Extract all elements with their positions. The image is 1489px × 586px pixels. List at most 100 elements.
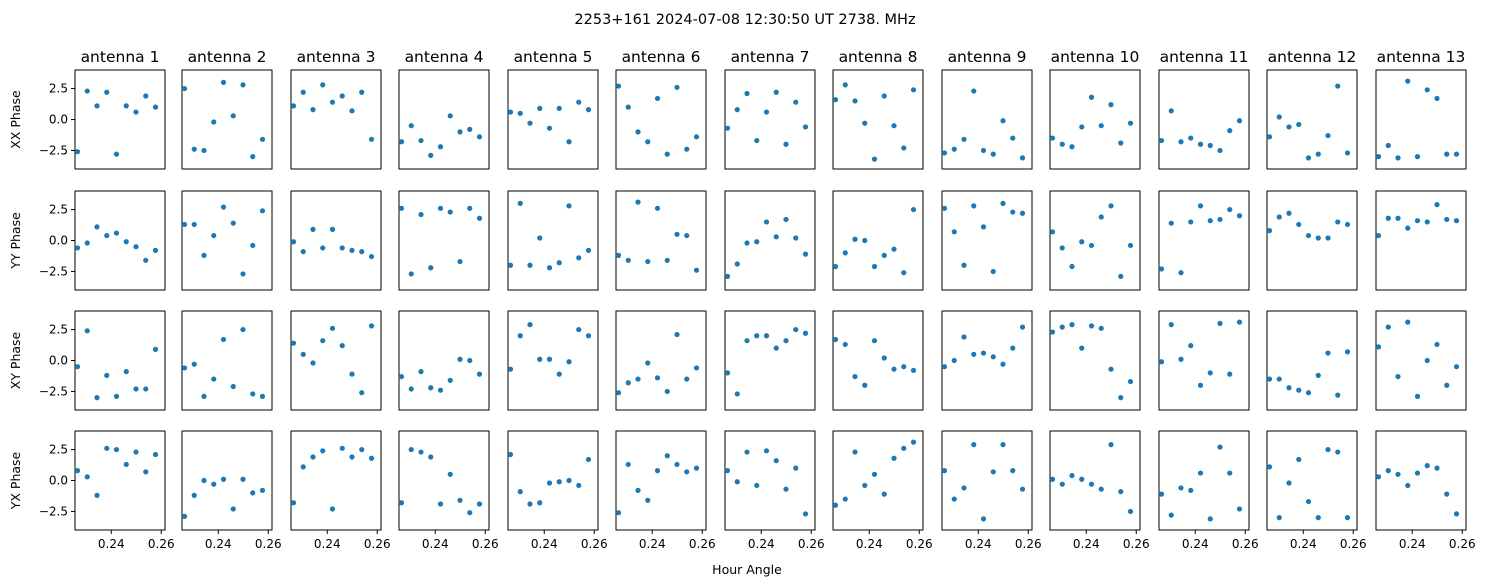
data-point bbox=[635, 376, 641, 382]
data-point bbox=[1098, 325, 1104, 331]
data-point bbox=[1305, 498, 1312, 505]
data-point bbox=[527, 322, 533, 328]
subplot-panel: 0.24 0.26 bbox=[290, 430, 391, 551]
subplot-panel: 2.5 0.0 −2.5 bbox=[39, 310, 166, 411]
subplot-panel bbox=[507, 69, 599, 170]
data-point bbox=[763, 109, 770, 115]
data-point bbox=[94, 395, 100, 401]
subplot-panel: 0.24 0.26 bbox=[615, 430, 716, 551]
data-point bbox=[576, 326, 582, 333]
data-point bbox=[1395, 155, 1401, 161]
data-point bbox=[240, 326, 246, 333]
data-point bbox=[842, 496, 848, 502]
data-point bbox=[1049, 135, 1056, 141]
data-point bbox=[990, 469, 996, 475]
data-point bbox=[1098, 214, 1104, 220]
panel-frame bbox=[74, 430, 166, 531]
data-point bbox=[734, 107, 740, 113]
data-point bbox=[1019, 155, 1026, 161]
data-point bbox=[240, 82, 246, 88]
data-point bbox=[104, 232, 110, 239]
panel-frame bbox=[1049, 190, 1141, 291]
data-point bbox=[123, 239, 129, 245]
data-point bbox=[852, 449, 858, 455]
data-point bbox=[1158, 491, 1165, 497]
data-point bbox=[891, 246, 897, 252]
data-point bbox=[349, 454, 355, 460]
data-point bbox=[437, 501, 444, 507]
data-point bbox=[368, 253, 375, 260]
data-point bbox=[1305, 232, 1312, 239]
data-point bbox=[181, 365, 188, 371]
data-point bbox=[1197, 141, 1204, 147]
panel-frame bbox=[832, 430, 924, 531]
subplot-panel bbox=[290, 69, 382, 170]
data-point bbox=[971, 442, 977, 448]
data-point bbox=[310, 226, 316, 232]
subplot-panel: 2.5 0.0 −2.5 bbox=[39, 190, 166, 291]
subplot-panel bbox=[832, 190, 924, 291]
data-point bbox=[852, 373, 858, 380]
data-point bbox=[1207, 142, 1213, 149]
data-point bbox=[457, 497, 463, 503]
data-point bbox=[1276, 376, 1282, 382]
data-point bbox=[113, 446, 120, 453]
data-point bbox=[1266, 464, 1273, 470]
data-point bbox=[104, 89, 110, 95]
data-point bbox=[1168, 322, 1174, 328]
data-point bbox=[546, 125, 553, 131]
data-point bbox=[1453, 364, 1460, 370]
data-point bbox=[734, 479, 740, 485]
data-point bbox=[576, 255, 582, 261]
data-point bbox=[1197, 470, 1204, 476]
data-point bbox=[1315, 515, 1321, 521]
data-point bbox=[842, 250, 848, 256]
subplot-panel bbox=[941, 69, 1033, 170]
subplot-panel bbox=[181, 190, 273, 291]
data-point bbox=[1098, 123, 1104, 129]
data-point bbox=[368, 136, 375, 142]
panel-frame bbox=[181, 310, 273, 411]
subplot-panel bbox=[507, 190, 599, 291]
data-point bbox=[84, 328, 90, 334]
data-point bbox=[1108, 102, 1114, 108]
panel-frame bbox=[74, 310, 166, 411]
data-point bbox=[1217, 147, 1223, 154]
subplot-panel bbox=[181, 310, 273, 411]
data-point bbox=[230, 506, 236, 512]
panel-frame bbox=[832, 190, 924, 291]
panel-frame bbox=[724, 430, 816, 531]
data-point bbox=[645, 360, 651, 366]
data-point bbox=[1079, 239, 1085, 245]
subplot-panel: 0.24 0.26 bbox=[1049, 430, 1150, 551]
y-tick-label: 2.5 bbox=[49, 443, 68, 457]
data-point bbox=[1217, 320, 1223, 326]
x-tick-label: 0.26 bbox=[1123, 537, 1150, 551]
subplot-panel bbox=[724, 190, 816, 291]
data-point bbox=[832, 263, 839, 270]
x-tick-label: 0.24 bbox=[1182, 537, 1209, 551]
data-point bbox=[310, 454, 316, 460]
subplot-panel: 0.24 0.26 bbox=[181, 430, 282, 551]
panel-title: antenna 3 bbox=[297, 48, 376, 66]
data-point bbox=[359, 390, 365, 396]
data-point bbox=[250, 391, 256, 397]
panel-frame bbox=[181, 69, 273, 170]
data-point bbox=[783, 216, 789, 223]
panel-frame bbox=[724, 69, 816, 170]
data-point bbox=[123, 103, 129, 109]
data-point bbox=[615, 252, 622, 258]
x-tick-label: 0.24 bbox=[639, 537, 666, 551]
data-point bbox=[408, 446, 414, 453]
data-point bbox=[941, 150, 948, 156]
data-point bbox=[1414, 154, 1421, 160]
data-point bbox=[1227, 128, 1233, 134]
data-point bbox=[1227, 470, 1233, 476]
data-point bbox=[527, 501, 533, 507]
data-point bbox=[744, 240, 750, 246]
data-point bbox=[754, 239, 760, 245]
panel-frame bbox=[941, 69, 1033, 170]
data-point bbox=[1315, 372, 1321, 378]
data-point bbox=[1305, 390, 1312, 396]
data-point bbox=[133, 449, 139, 455]
